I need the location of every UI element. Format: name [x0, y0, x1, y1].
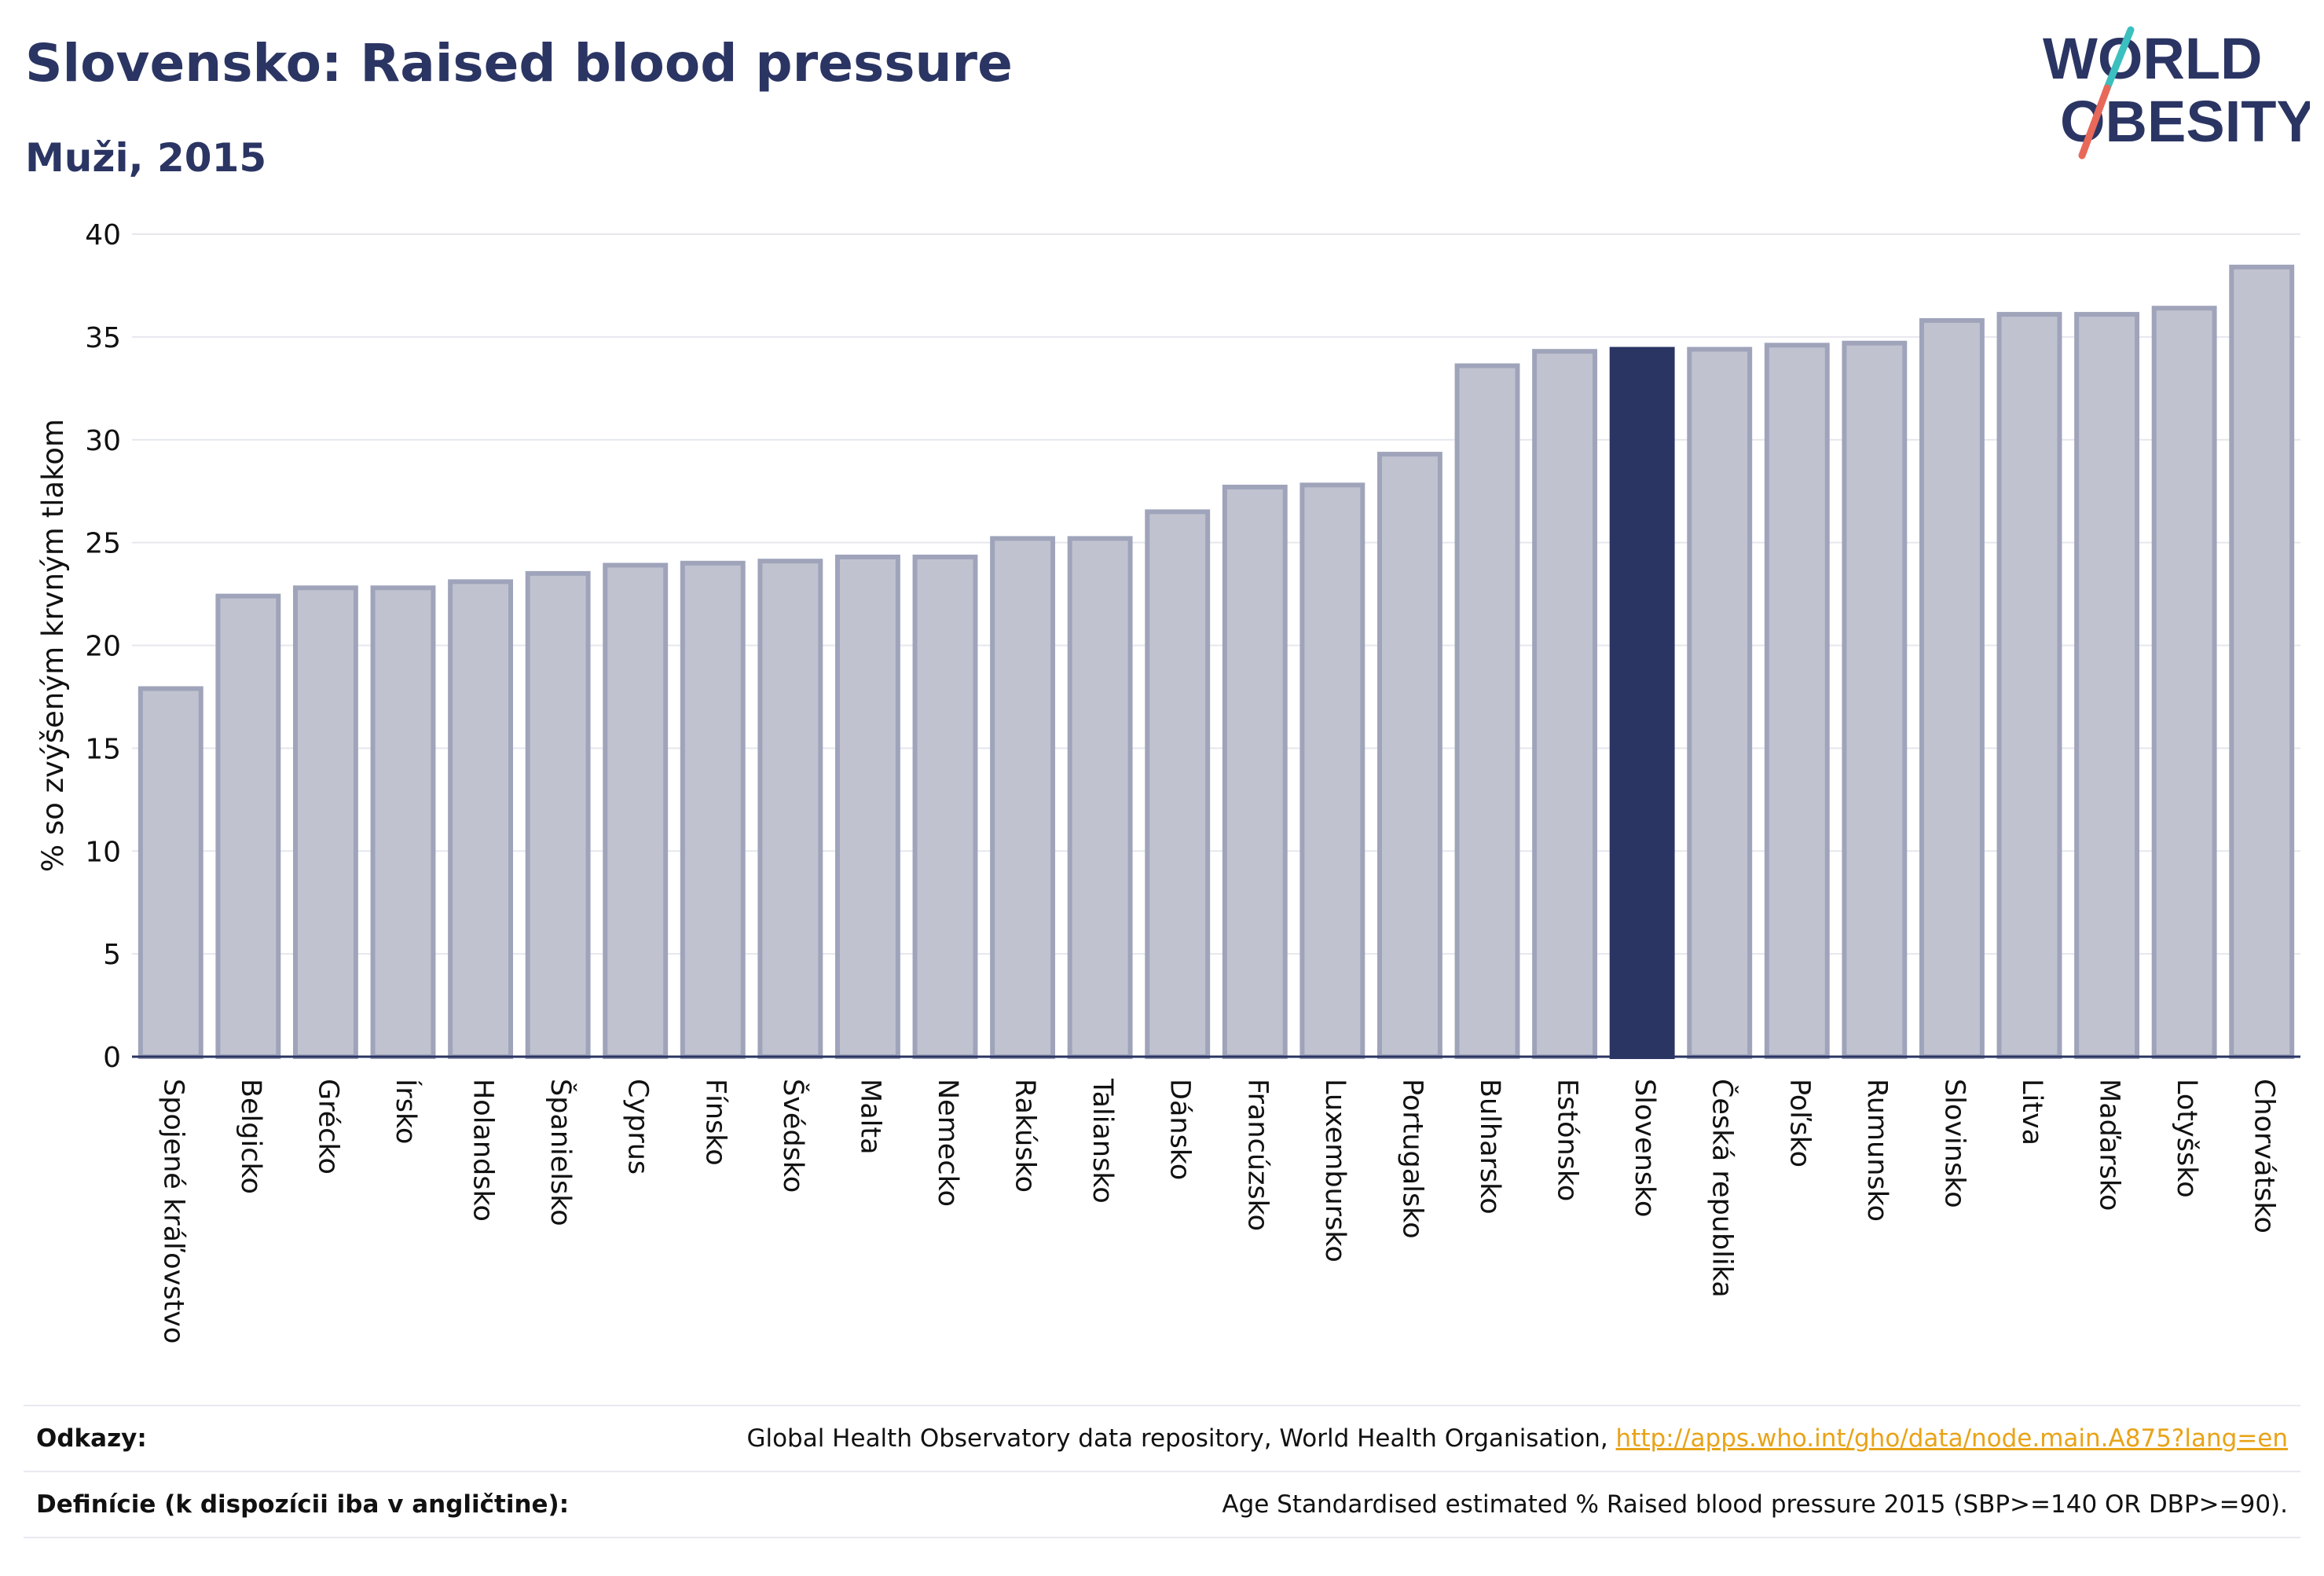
x-tick-label: Dánsko [1164, 1079, 1196, 1180]
bar-highlight [1609, 346, 1675, 1059]
references-link[interactable]: http://apps.who.int/gho/data/node.main.A… [1615, 1424, 2288, 1453]
x-tick-label: Slovinsko [1938, 1079, 1970, 1208]
x-tick-label: Estónsko [1552, 1079, 1583, 1201]
y-tick-label: 0 [103, 1042, 121, 1074]
references-value: Global Health Observatory data repositor… [746, 1424, 2300, 1453]
bar [834, 554, 900, 1059]
logo-slash-bottom [2078, 84, 2111, 159]
logo-line-world: WORLD [2043, 26, 2263, 91]
bar [1687, 346, 1753, 1059]
references-row: Odkazy: Global Health Observatory data r… [24, 1405, 2300, 1471]
bar [1532, 349, 1598, 1059]
bar [137, 686, 203, 1060]
bar [292, 585, 358, 1059]
y-tick-label: 15 [85, 733, 121, 765]
x-tick-label: Holandsko [467, 1079, 499, 1222]
x-tick-label: Rumunsko [1861, 1079, 1893, 1222]
x-tick-label: Írsko [390, 1079, 423, 1144]
bar [1764, 343, 1830, 1060]
x-tick-label: Cyprus [622, 1079, 654, 1175]
bar [990, 536, 1056, 1059]
bar [1996, 312, 2062, 1059]
x-tick-label: Maďarsko [2094, 1079, 2125, 1211]
bar [1299, 482, 1365, 1059]
x-tick-label: Poľsko [1783, 1079, 1815, 1167]
bar [1842, 340, 1908, 1060]
x-tick-label: Rakúsko [1010, 1079, 1041, 1193]
x-tick-label: Portugalsko [1396, 1079, 1428, 1239]
x-tick-label: Slovensko [1629, 1079, 1660, 1217]
x-tick-label: Taliansko [1087, 1078, 1118, 1204]
bar [1067, 536, 1133, 1059]
x-tick-label: Lotyšsko [2171, 1079, 2202, 1198]
x-tick-label: Česká republika [1706, 1079, 1739, 1298]
x-tick-label: Fínsko [699, 1079, 731, 1166]
y-tick-label: 20 [85, 631, 121, 663]
references-text: Global Health Observatory data repositor… [746, 1424, 1616, 1453]
bar [370, 585, 436, 1059]
y-tick-label: 30 [85, 425, 121, 457]
y-tick-label: 10 [85, 836, 121, 868]
x-tick-label: Spojené kráľovstvo [157, 1079, 189, 1343]
x-tick-label: Litva [2016, 1079, 2047, 1145]
x-axis-labels: Spojené kráľovstvo Belgicko Grécko Írsko Hol… [157, 1078, 2279, 1343]
y-tick-label: 25 [85, 528, 121, 560]
bar [448, 579, 514, 1059]
y-tick-label: 40 [85, 219, 121, 251]
logo-slash-top [2103, 26, 2135, 92]
definitions-row: Definície (k dispozícii iba v angličtine… [24, 1471, 2300, 1538]
definitions-label: Definície (k dispozícii iba v angličtine… [36, 1490, 570, 1519]
x-tick-label: Luxembursko [1319, 1079, 1351, 1263]
footer-table: Odkazy: Global Health Observatory data r… [24, 1405, 2300, 1538]
bar [1376, 452, 1442, 1059]
y-axis-label: % so zvýšeným krvným tlakom [36, 419, 70, 872]
x-tick-label: Chorvátsko [2249, 1079, 2280, 1233]
x-tick-label: Francúzsko [1241, 1079, 1273, 1231]
bar [1454, 363, 1520, 1059]
x-tick-label: Španielsko [544, 1079, 577, 1226]
page-subtitle: Muži, 2015 [25, 135, 267, 181]
page-title: Slovensko: Raised blood pressure [25, 33, 1013, 93]
bar [2151, 306, 2217, 1060]
x-tick-label: Bulharsko [1474, 1079, 1505, 1215]
y-tick-label: 5 [103, 939, 121, 971]
bar [1919, 317, 1985, 1059]
bar [2229, 264, 2295, 1059]
references-label: Odkazy: [36, 1424, 147, 1453]
bar-chart: 0 5 10 15 20 25 30 35 40 Spojené kráľovstvo Belgi… [36, 219, 2300, 1343]
y-axis-ticks: 0 5 10 15 20 25 30 35 40 [85, 219, 121, 1074]
bar [525, 570, 591, 1059]
x-tick-label: Malta [854, 1079, 885, 1155]
x-tick-label: Nemecko [932, 1079, 963, 1207]
bar [603, 563, 669, 1059]
bar [215, 593, 281, 1059]
bar [680, 560, 746, 1059]
definitions-value: Age Standardised estimated % Raised bloo… [1222, 1490, 2288, 1519]
y-tick-label: 35 [85, 322, 121, 354]
x-tick-label: Belgicko [235, 1079, 266, 1194]
bar [2074, 312, 2140, 1059]
bar [912, 554, 978, 1059]
world-obesity-logo: WORLD OBESITY [2043, 26, 2310, 159]
x-tick-label: Grécko [312, 1079, 343, 1175]
bars [137, 264, 2295, 1060]
x-tick-label: Švédsko [777, 1079, 810, 1193]
bar [757, 559, 823, 1059]
bar [1222, 484, 1288, 1059]
bar [1145, 509, 1211, 1059]
